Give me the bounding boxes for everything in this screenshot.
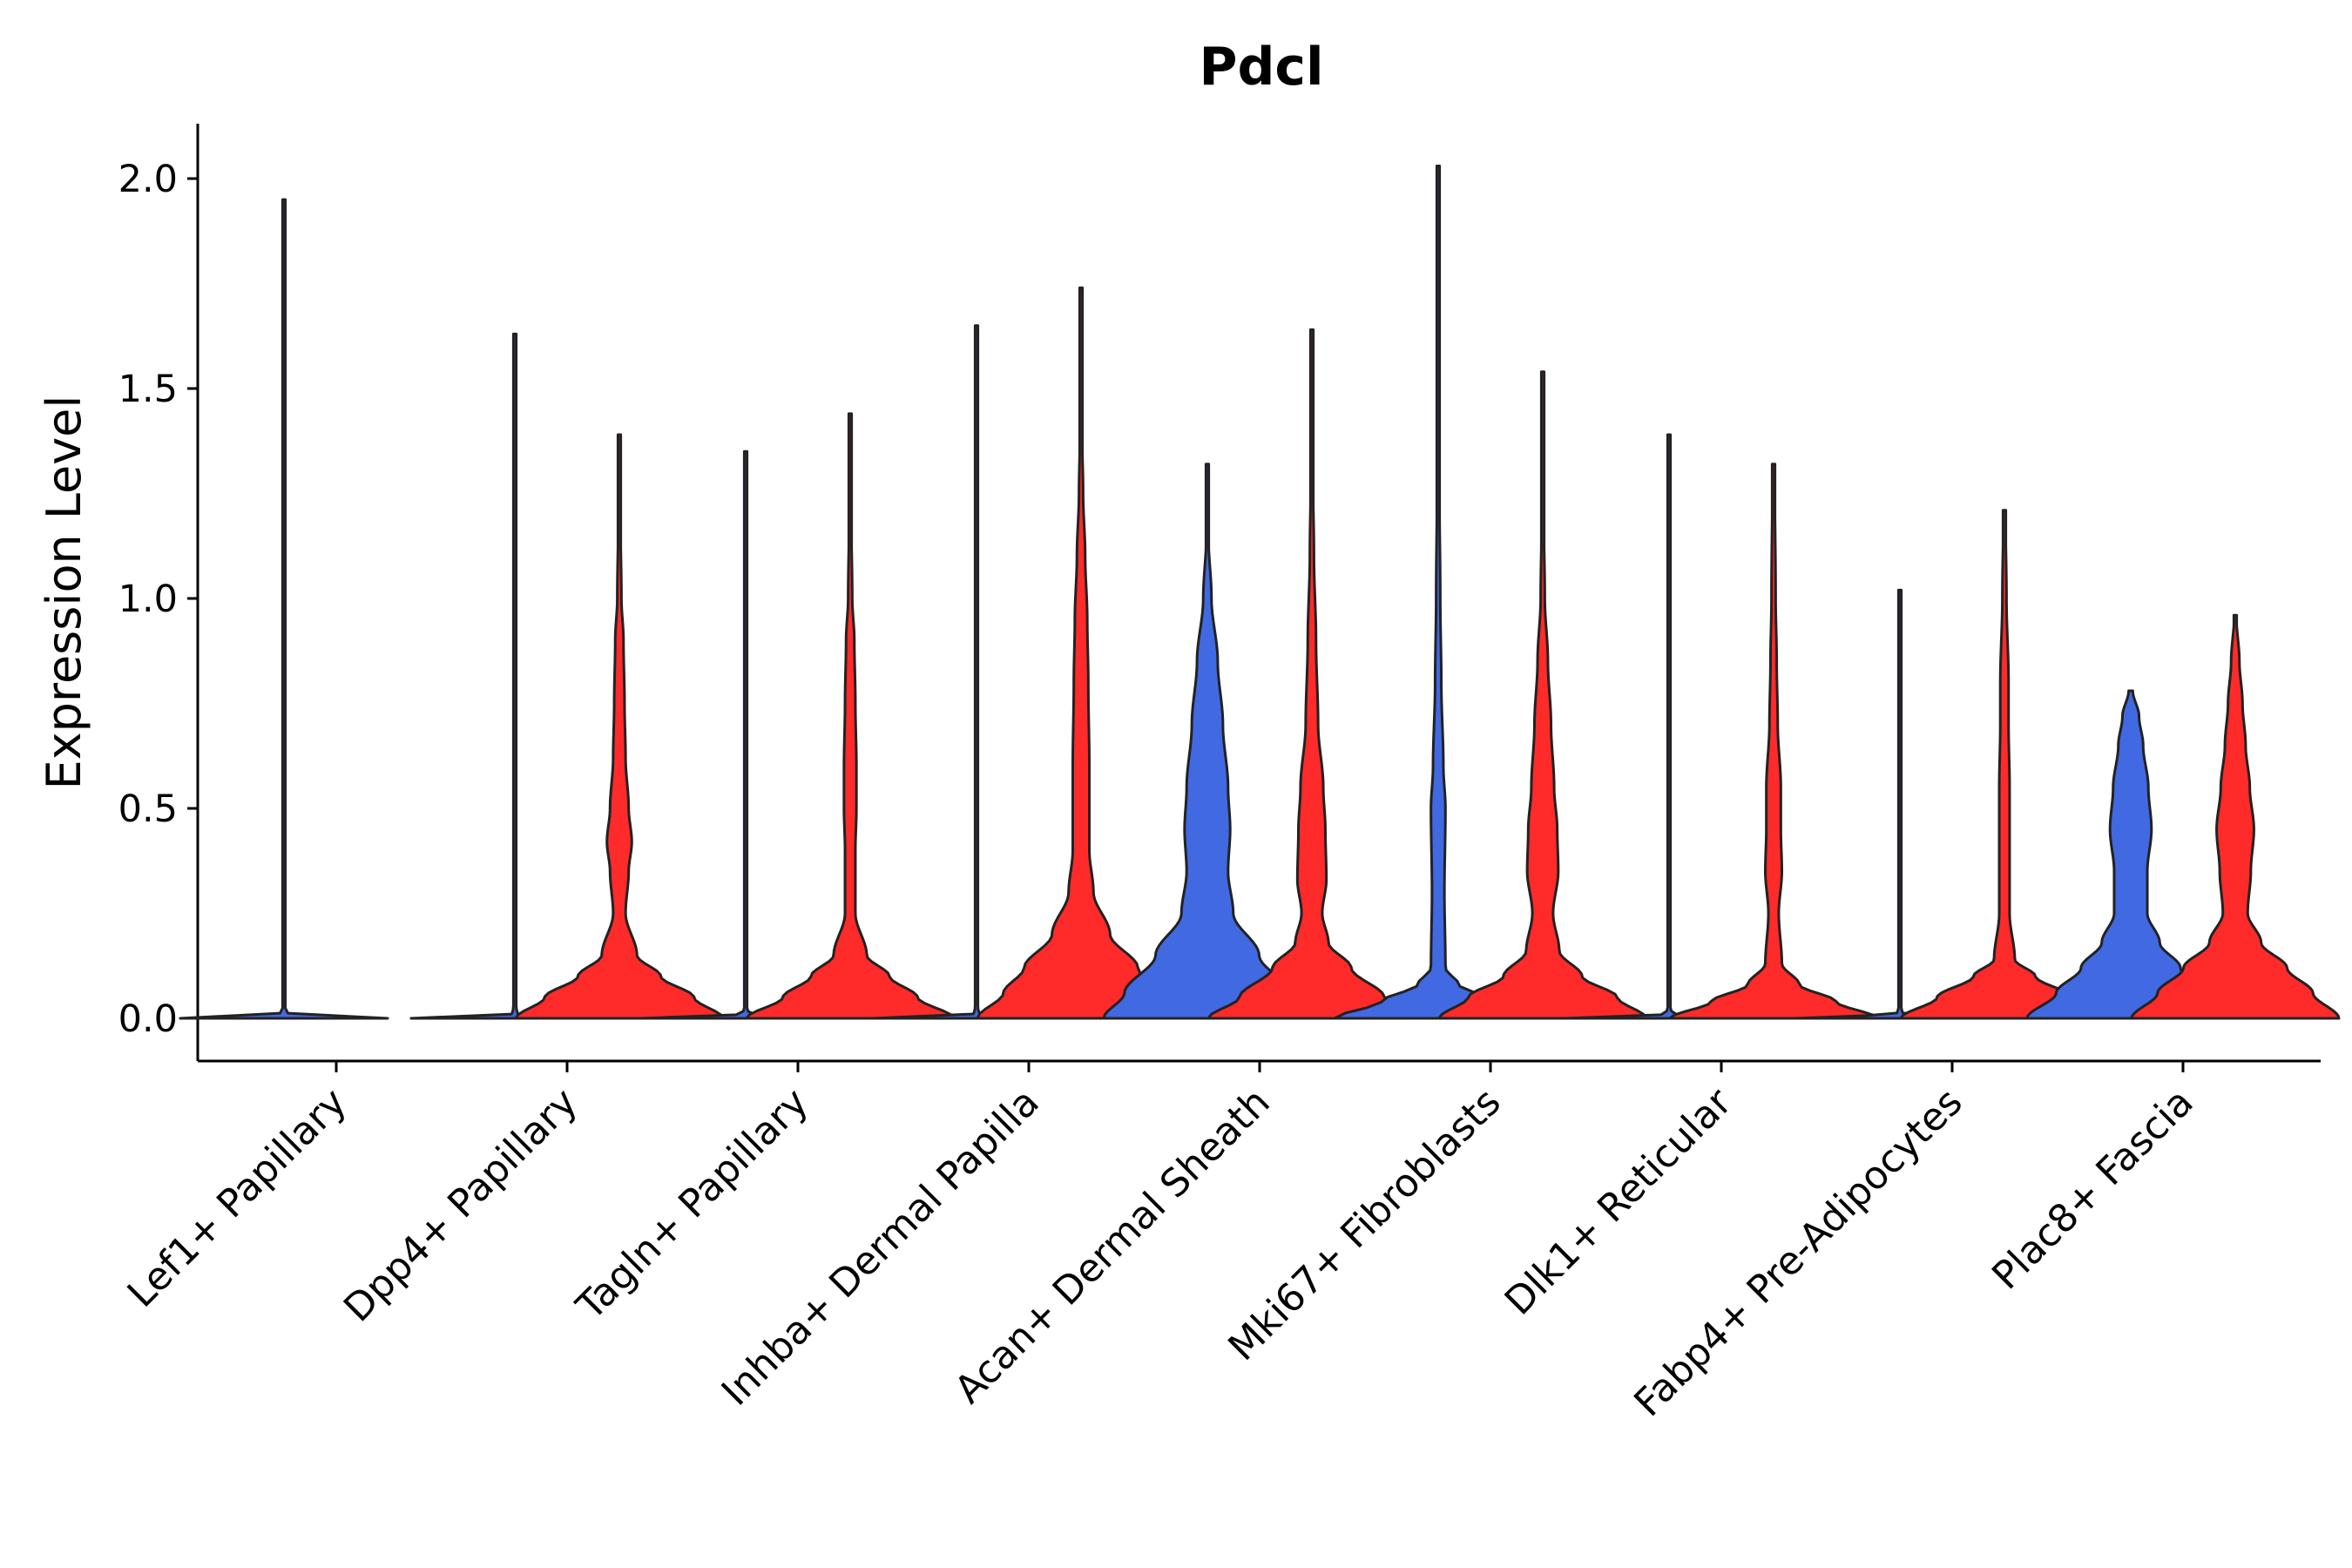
violin-group2 <box>745 412 956 1020</box>
y-axis-label: Expression Level <box>37 395 91 790</box>
violin-group1 <box>871 324 1082 1020</box>
y-tick-label: 0.5 <box>118 787 178 831</box>
violin-group1 <box>1333 165 1544 1020</box>
chart-title: Pdcl <box>1199 37 1323 98</box>
violin-group1 <box>179 198 389 1020</box>
violin-group2 <box>976 286 1186 1020</box>
violin-group1 <box>409 332 620 1020</box>
y-tick-label: 0.0 <box>118 997 178 1041</box>
violin-group2 <box>1206 328 1417 1020</box>
violin-group1 <box>1564 433 1774 1020</box>
y-tick-label: 1.5 <box>118 368 178 411</box>
violin-group2 <box>1437 370 1648 1020</box>
violin-group2 <box>1668 463 1879 1020</box>
violin-group1 <box>640 449 851 1020</box>
violin-group2 <box>2130 613 2341 1020</box>
y-tick-label: 2.0 <box>118 158 178 201</box>
violin-group1 <box>1102 463 1313 1020</box>
violin-group2 <box>514 433 725 1020</box>
violin-group2 <box>1899 509 2110 1020</box>
y-ticks: 0.0 0.5 1.0 1.5 2.0 <box>118 158 198 1041</box>
violin-group1 <box>1794 588 2005 1020</box>
y-tick-label: 1.0 <box>118 578 178 621</box>
x-tick-label: Dpp4+ Papillary <box>335 1080 586 1331</box>
x-tick-label: Lef1+ Papillary <box>119 1080 355 1316</box>
violin-group1 <box>2025 689 2236 1020</box>
violins <box>179 165 2341 1020</box>
x-tick-label: Dlk1+ Reticular <box>1497 1079 1741 1324</box>
x-tick-label: Tagln+ Papillary <box>568 1080 817 1329</box>
x-tick-label: Plac8+ Fascia <box>1984 1080 2202 1299</box>
